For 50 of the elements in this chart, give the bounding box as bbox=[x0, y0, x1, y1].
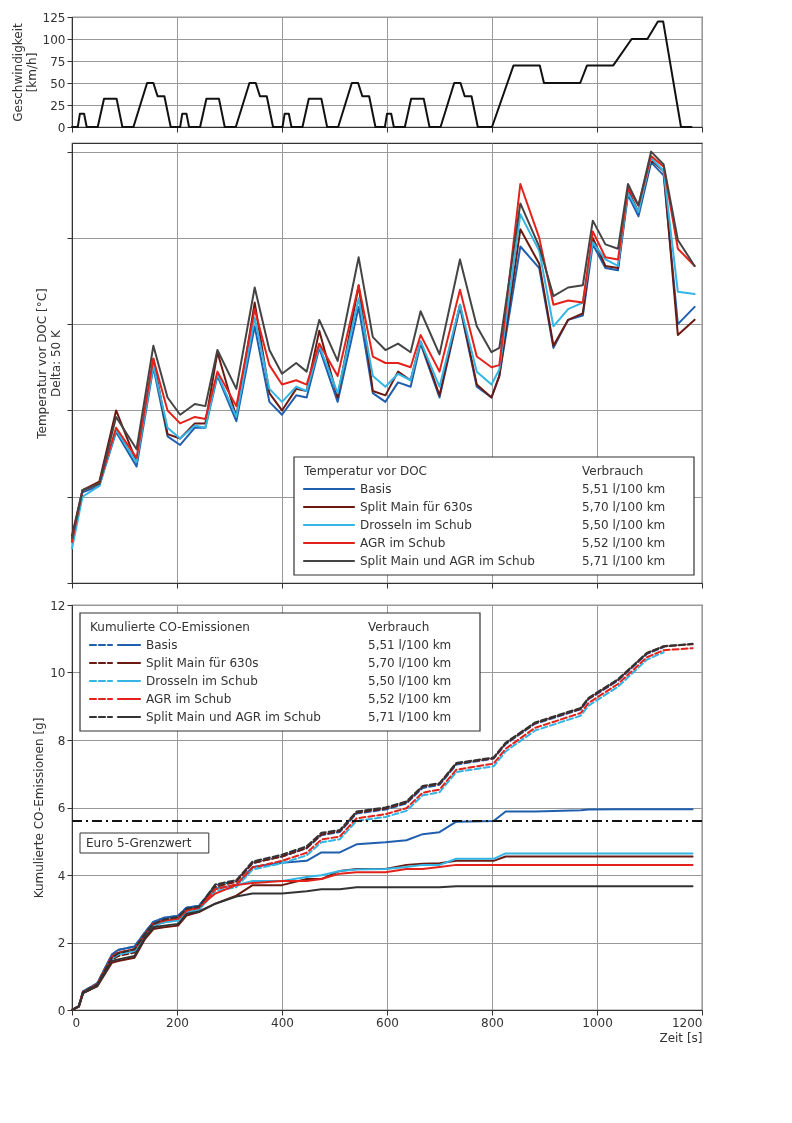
x-tick-label: 400 bbox=[271, 1015, 294, 1030]
x-tick-label: 600 bbox=[376, 1015, 399, 1030]
annotation: 5,50 l/100 km bbox=[582, 518, 666, 532]
y-tick-label: 2 bbox=[57, 936, 66, 950]
annotation: 5,70 l/100 km bbox=[368, 656, 452, 670]
annotation: 5,71 l/100 km bbox=[368, 710, 452, 724]
y-tick-label: 50 bbox=[50, 76, 66, 91]
legend-label: Basis bbox=[146, 638, 178, 652]
line-series bbox=[71, 20, 693, 128]
x-tick-label: 1000 bbox=[582, 1015, 613, 1030]
y-axis-title: Kumulierte CO-Emissionen [g] bbox=[32, 717, 47, 899]
x-tick-label: 0 bbox=[72, 1015, 81, 1030]
legend-label: Drosseln im Schub bbox=[146, 674, 258, 688]
annotation: 5,51 l/100 km bbox=[368, 638, 452, 652]
y-tick-label: 12 bbox=[50, 598, 66, 613]
annotation: 5,50 l/100 km bbox=[368, 674, 452, 688]
y-tick-label: 0 bbox=[57, 1003, 66, 1018]
x-tick-label: 1200 bbox=[671, 1015, 703, 1030]
y-tick-label: 6 bbox=[57, 801, 66, 815]
y-tick-label: 8 bbox=[57, 733, 66, 748]
annotation: 5,70 l/100 km bbox=[582, 500, 666, 514]
legend-label: Drosseln im Schub bbox=[360, 518, 472, 532]
ref-line-label: Euro 5-Grenzwert bbox=[86, 836, 192, 850]
legend-label: Split Main für 630s bbox=[360, 500, 473, 514]
annotation: 5,51 l/100 km bbox=[582, 482, 666, 496]
y-tick-label: 25 bbox=[50, 98, 66, 113]
annotation: 5,71 l/100 km bbox=[582, 554, 666, 568]
legend-label: Split Main und AGR im Schub bbox=[360, 554, 535, 568]
x-tick-label: 200 bbox=[166, 1015, 189, 1030]
y-tick-label: 125 bbox=[42, 10, 66, 25]
legend-label: AGR im Schub bbox=[360, 536, 446, 550]
annotation: Verbrauch bbox=[582, 464, 644, 478]
annotation: Verbrauch bbox=[368, 620, 430, 634]
legend-label: Split Main für 630s bbox=[146, 656, 259, 670]
legend-label: Basis bbox=[360, 482, 392, 496]
legend-title: Kumulierte CO-Emissionen bbox=[90, 620, 250, 634]
y-tick-label: 4 bbox=[57, 868, 66, 883]
x-tick-label: 800 bbox=[481, 1015, 504, 1030]
y-tick-label: 75 bbox=[50, 54, 66, 69]
annotation: 5,52 l/100 km bbox=[368, 692, 452, 706]
legend-label: AGR im Schub bbox=[146, 692, 232, 706]
annotation: 5,52 l/100 km bbox=[582, 536, 666, 550]
y-axis-title: Geschwindigkeit [km/h] bbox=[10, 23, 39, 122]
legend-title: Temperatur vor DOC bbox=[303, 464, 427, 478]
y-tick-label: 0 bbox=[57, 120, 66, 135]
x-axis-title: Zeit [s] bbox=[659, 1030, 703, 1045]
legend-label: Split Main und AGR im Schub bbox=[146, 710, 321, 724]
y-axis-title: Temperatur vor DOC [°C] Delta: 50 K bbox=[35, 288, 63, 440]
y-tick-label: 10 bbox=[50, 666, 66, 680]
y-tick-label: 100 bbox=[42, 32, 66, 47]
